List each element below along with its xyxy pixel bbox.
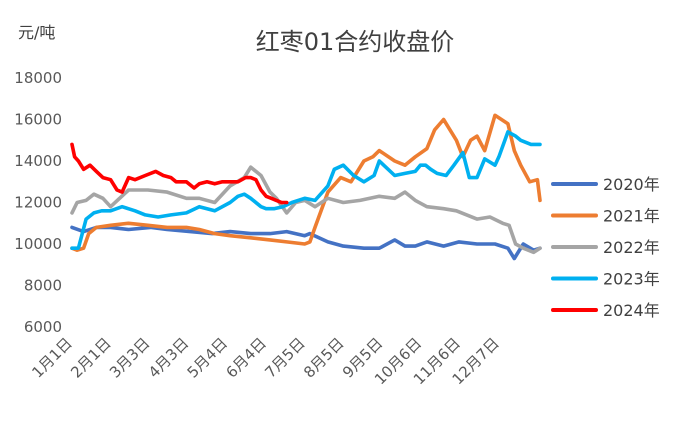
legend-label-5: 2024年 bbox=[603, 301, 660, 320]
chart-title: 红枣01合约收盘价 bbox=[256, 28, 455, 56]
series-line-4 bbox=[70, 130, 542, 250]
y-axis-label: 元/吨 bbox=[18, 23, 55, 42]
y-tick-label: 16000 bbox=[14, 111, 62, 129]
legend-label-2: 2021年 bbox=[603, 207, 660, 226]
legend-label-4: 2023年 bbox=[603, 270, 660, 289]
series-line-1 bbox=[70, 225, 542, 261]
y-ticks: 6000 8000 10000 12000 14000 16000 18000 bbox=[14, 69, 62, 336]
y-tick-label: 14000 bbox=[14, 152, 62, 170]
y-tick-label: 6000 bbox=[24, 318, 62, 336]
y-tick-label: 8000 bbox=[24, 277, 62, 295]
y-tick-label: 18000 bbox=[14, 69, 62, 87]
legend-label-1: 2020年 bbox=[603, 175, 660, 194]
series-line-2 bbox=[70, 113, 542, 252]
legend: 2020年 2021年 2022年 2023年 2024年 bbox=[551, 175, 660, 320]
y-tick-label: 12000 bbox=[14, 194, 62, 212]
y-tick-label: 10000 bbox=[14, 235, 62, 253]
legend-label-3: 2022年 bbox=[603, 238, 660, 257]
series-line-5 bbox=[70, 142, 289, 205]
series-lines bbox=[70, 113, 542, 261]
